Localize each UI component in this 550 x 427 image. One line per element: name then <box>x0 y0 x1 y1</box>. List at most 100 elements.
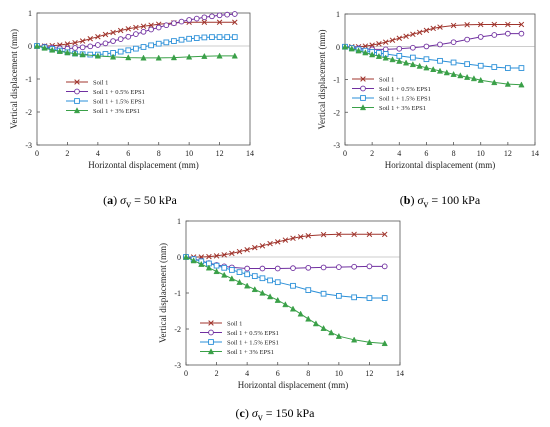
panel-a-data-point <box>125 26 132 32</box>
panel-c-legend-swatch-marker <box>208 320 214 326</box>
panel-b-data-point <box>382 46 389 53</box>
panel-a-y-tick-label: -2 <box>25 108 32 117</box>
panel-a-data-point <box>155 24 162 31</box>
panel-a-data-point <box>224 34 231 40</box>
panel-c-legend-swatch-marker <box>208 329 214 336</box>
panel-c-data-point <box>366 295 373 301</box>
panel-b-data-point <box>416 62 423 69</box>
panel-c-data-point <box>290 265 296 272</box>
panel-a-data-point <box>133 45 139 52</box>
panel-a-x-tick-label: 8 <box>157 149 161 158</box>
panel-c-data-point <box>336 231 342 238</box>
panel-c-data-point <box>351 263 357 270</box>
panel-a-data-point <box>125 33 132 40</box>
panel-a-data-point <box>232 19 238 25</box>
panel-a-data-point <box>178 36 185 43</box>
panel-a-legend-swatch-marker <box>74 98 80 104</box>
caption-c: (c) σv = 150 kPa <box>235 406 315 424</box>
caption-c-sigma: σ <box>251 406 258 420</box>
panel-b-legend: Soil 1 Soil 1 + 0.5% EPS1 Soil 1 + 1.5% EP… <box>352 76 431 112</box>
panel-b-data-point <box>369 42 375 48</box>
panel-b-data-point <box>518 30 525 37</box>
panel-a-data-point <box>209 13 215 20</box>
panel-a-series-1 <box>34 11 238 52</box>
panel-a-data-point <box>33 42 41 49</box>
panel-b-data-point <box>396 45 403 52</box>
panel-b-data-point <box>423 27 430 34</box>
panel-c-data-point <box>274 279 281 286</box>
panel-c-data-point <box>221 264 228 271</box>
caption-c-letter: c <box>239 406 245 420</box>
panel-b-data-point <box>430 66 437 72</box>
panel-c-x-tick-label: 10 <box>335 369 343 378</box>
panel-c-data-point <box>213 253 220 259</box>
panel-c-data-point <box>244 247 250 253</box>
panel-b-data-point <box>505 30 511 37</box>
panel-c-data-point <box>381 295 388 301</box>
panel-c-data-point <box>259 265 266 272</box>
panel-a-legend-label: Soil 1 + 3% EPS1 <box>93 108 140 115</box>
panel-a-y-axis-label: Vertical displacement (mm) <box>9 29 19 129</box>
panel-c-x-tick-label: 2 <box>215 369 219 378</box>
panel-c-data-point <box>366 263 373 270</box>
panel-c-data-point <box>312 320 320 327</box>
caption-b: (b) σv = 100 kPa <box>399 193 481 211</box>
panel-c-y-tick-label: -3 <box>174 361 181 370</box>
panel-b-data-point <box>437 57 443 64</box>
panel-c-data-point <box>351 294 357 301</box>
panel-b-data-point <box>389 37 396 43</box>
panel-a-legend-swatch-marker <box>74 79 80 85</box>
panel-b-x-tick-label: 6 <box>424 149 428 158</box>
panel-b-data-point <box>477 76 484 83</box>
panel-c-data-point <box>305 264 312 271</box>
panel-a-data-point <box>117 27 124 34</box>
panel-b-data-point <box>362 43 369 49</box>
panel-a-data-point <box>201 52 208 59</box>
panel-c-x-tick-label: 6 <box>276 369 280 378</box>
panel-a-x-tick-label: 0 <box>35 149 39 158</box>
panel-b-x-tick-label: 4 <box>397 149 401 158</box>
caption-a-sub: v <box>126 199 132 211</box>
panel-c-data-point <box>205 264 213 271</box>
caption-c-sub: v <box>257 412 263 424</box>
panel-a-x-tick-label: 2 <box>65 149 69 158</box>
panel-c-data-point <box>213 268 220 275</box>
panel-b-data-point <box>491 21 498 28</box>
panel-c-data-point <box>297 234 304 240</box>
panel-a-data-point <box>201 34 208 41</box>
panel-b-data-point <box>355 47 362 54</box>
panel-c-data-point <box>244 282 251 289</box>
panel-a-data-point <box>163 39 170 46</box>
panel-a-legend-swatch-marker <box>73 107 81 114</box>
panel-a-data-point <box>231 52 238 59</box>
panel-b-data-point <box>464 22 470 28</box>
panel-a-x-tick-label: 4 <box>96 149 100 158</box>
panel-a-legend-label: Soil 1 + 1.5% EPS1 <box>93 99 145 106</box>
panel-c-legend-label: Soil 1 + 1.5% EPS1 <box>227 340 279 347</box>
panel-a-data-point <box>148 42 154 49</box>
panel-a-data-point <box>178 18 185 25</box>
panel-c-data-point <box>190 257 197 264</box>
panel-a-data-point <box>201 14 208 21</box>
panel-c-legend-label: Soil 1 <box>227 321 242 328</box>
panel-c-data-point <box>320 231 327 238</box>
panel-b-data-point <box>505 65 511 71</box>
panel-a-data-point <box>95 34 101 40</box>
panel-c-series-2 <box>183 254 388 301</box>
panel-a-legend: Soil 1 Soil 1 + 0.5% EPS1 Soil 1 + 1.5% EP… <box>66 79 145 115</box>
panel-a-data-point <box>193 35 200 41</box>
panel-c-data-point <box>182 253 190 260</box>
panel-c-data-point <box>282 237 289 243</box>
panel-b-data-point <box>470 75 478 82</box>
panel-a-data-point <box>186 53 193 60</box>
panel-a-data-point <box>95 42 101 48</box>
caption-a-sigma: σ <box>120 193 127 207</box>
panel-b-data-point <box>423 43 430 50</box>
panel-b-data-point <box>518 21 525 28</box>
panel-b-data-point <box>410 54 416 61</box>
panel-c-data-point <box>259 289 266 296</box>
panel-a-data-point <box>56 47 63 54</box>
panel-a-data-point <box>163 22 170 29</box>
